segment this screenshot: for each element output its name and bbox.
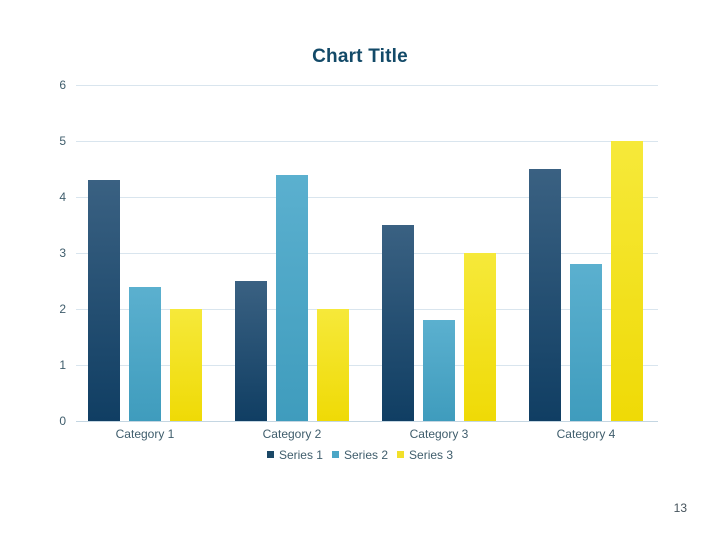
legend-label: Series 3 [409, 448, 454, 462]
legend-swatch-icon [331, 451, 339, 458]
gridline-y6 [76, 85, 658, 86]
bar-series1-category3[interactable] [382, 225, 414, 421]
y-axis-tick-label-2: 2 [59, 302, 66, 316]
legend-item-series1[interactable]: Series 1 [266, 448, 323, 462]
legend-swatch-icon [397, 451, 405, 458]
page-number: 13 [673, 501, 687, 515]
y-axis-tick-label-5: 5 [59, 134, 66, 148]
gridline-y3 [76, 253, 658, 254]
x-axis-line [76, 421, 658, 422]
bar-series2-category1[interactable] [129, 286, 161, 421]
gridline-y1 [76, 365, 658, 366]
bar-series1-category4[interactable] [529, 169, 561, 421]
y-axis-tick-label-4: 4 [59, 190, 66, 204]
x-axis-category-label-2: Category 2 [262, 427, 322, 441]
legend-label: Series 1 [278, 448, 323, 462]
gridline-y5 [76, 141, 658, 142]
x-axis-category-label-3: Category 3 [409, 427, 469, 441]
y-axis-tick-label-1: 1 [59, 358, 66, 372]
bar-series1-category1[interactable] [88, 180, 120, 421]
y-axis-tick-label-0: 0 [59, 414, 66, 428]
bar-series3-category4[interactable] [611, 141, 643, 421]
chart-title[interactable]: Chart Title [312, 46, 408, 67]
bar-series2-category3[interactable] [423, 320, 455, 421]
gridline-y2 [76, 309, 658, 310]
legend-item-series2[interactable]: Series 2 [331, 448, 389, 462]
x-axis-category-label-4: Category 4 [556, 427, 616, 441]
gridline-y4 [76, 197, 658, 198]
chart-legend: Series 1 Series 2 Series 3 [0, 448, 720, 462]
bar-series3-category2[interactable] [317, 309, 349, 421]
legend-item-series3[interactable]: Series 3 [397, 448, 453, 462]
y-axis-tick-label-3: 3 [59, 246, 66, 260]
bar-series3-category3[interactable] [464, 253, 496, 421]
bar-series2-category4[interactable] [570, 264, 602, 421]
x-axis-category-label-1: Category 1 [115, 427, 175, 441]
bar-series3-category1[interactable] [170, 309, 202, 421]
y-axis-tick-label-6: 6 [59, 78, 66, 92]
legend-swatch-icon [266, 451, 274, 458]
legend-label: Series 2 [343, 448, 389, 462]
bar-series1-category2[interactable] [235, 281, 267, 421]
bar-series2-category2[interactable] [276, 174, 308, 421]
